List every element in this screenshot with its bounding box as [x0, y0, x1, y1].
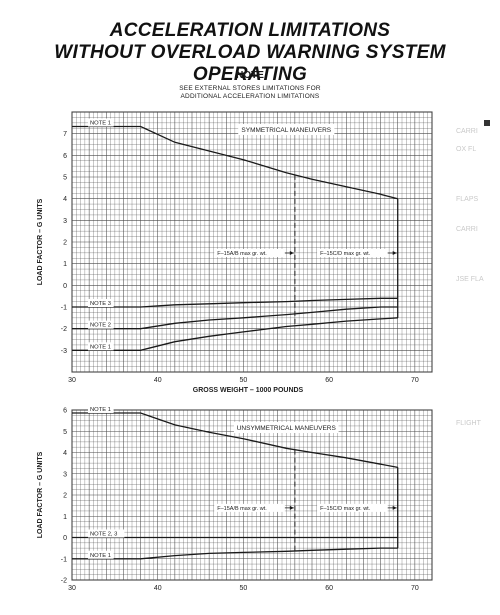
x-tick-label: 30	[68, 377, 76, 384]
y-tick-label: 0	[63, 535, 67, 542]
title-line-1: ACCELERATION LIMITATIONS	[109, 20, 391, 41]
series-line	[72, 306, 398, 330]
y-tick-label: 3	[63, 471, 67, 478]
series-line	[72, 297, 398, 308]
x-tick-label: 70	[411, 585, 419, 592]
marker-label-bg	[317, 249, 388, 257]
y-tick-label: 1	[63, 514, 67, 521]
arrow-head-icon	[289, 505, 294, 510]
series-label: NOTE 2, 3	[90, 532, 117, 538]
x-tick-label: 60	[325, 377, 333, 384]
bleed-text: OX FL	[456, 146, 477, 153]
y-tick-label: -1	[61, 556, 67, 563]
y-tick-label: 2	[63, 493, 67, 500]
note-heading: NOTE	[236, 70, 264, 81]
arrow-head-icon	[289, 251, 294, 255]
series-line	[72, 412, 398, 469]
y-axis-label: LOAD FACTOR – G UNITS	[37, 198, 44, 285]
bleed-text: FLIGHT	[456, 420, 481, 427]
chart-title-bg	[233, 422, 339, 433]
chart-symmetrical: -3 -2 -1 0 1 2 3 4 5 6 7 30 40 50 60 70 GROSS WEIGHT – 1…	[37, 111, 433, 394]
max-weight-label: F–15A/B max gr. wt.	[217, 506, 267, 512]
series-label-bg	[88, 299, 114, 307]
x-tick-label: 30	[68, 585, 76, 592]
x-axis-label: GROSS WEIGHT – 1000 POUNDS	[193, 387, 304, 394]
x-tick-label: 40	[154, 377, 162, 384]
y-tick-label: 5	[63, 429, 67, 436]
x-tick-label: 70	[411, 377, 419, 384]
bleed-text: CARRI	[456, 128, 478, 135]
marker-label-bg	[214, 503, 285, 512]
y-tick-label: 0	[63, 283, 67, 290]
series-label: NOTE 1	[90, 344, 111, 350]
y-tick-label: 2	[63, 240, 67, 247]
y-tick-label: 1	[63, 261, 67, 268]
note-line-1: SEE EXTERNAL STORES LIMITATIONS FOR	[179, 85, 321, 92]
series-label: NOTE 2	[90, 323, 111, 329]
series-line	[72, 125, 398, 200]
y-tick-label: 4	[63, 450, 67, 457]
bleed-text: CARRI	[456, 226, 478, 233]
marker-label-bg	[317, 503, 388, 512]
y-tick-label: -2	[61, 578, 67, 585]
x-tick-label: 50	[240, 377, 248, 384]
series-label-bg	[88, 342, 114, 351]
note-line-2: ADDITIONAL ACCELERATION LIMITATIONS	[180, 93, 320, 100]
series-label-bg	[88, 404, 114, 413]
series-label: NOTE 1	[90, 121, 111, 127]
max-weight-label: F–15C/D max gr. wt.	[320, 251, 371, 257]
series-label: NOTE 1	[90, 407, 111, 413]
series-label-bg	[88, 118, 114, 127]
chart-title: UNSYMMETRICAL MANEUVERS	[237, 425, 337, 432]
series-line	[72, 547, 398, 560]
x-tick-label: 50	[240, 585, 248, 592]
bleed-text: JSE FLA	[456, 276, 484, 283]
series-line	[72, 317, 398, 351]
series-label: NOTE 3	[90, 301, 111, 307]
x-tick-label: 40	[154, 585, 162, 592]
chart-title: SYMMETRICAL MANEUVERS	[241, 127, 331, 134]
chart-unsymmetrical: -2 -1 0 1 2 3 4 5 6 30 40 50 60 70 LOAD FACTOR – G UNI…	[37, 404, 433, 592]
y-tick-label: 5	[63, 175, 67, 182]
marker-label-bg	[214, 249, 285, 257]
series-label-bg	[88, 320, 114, 329]
series-label-bg	[88, 529, 125, 538]
margin-marker-icon	[484, 120, 490, 126]
arrow-head-icon	[392, 505, 397, 510]
max-weight-label: F–15C/D max gr. wt.	[320, 506, 371, 512]
y-tick-label: 4	[63, 196, 67, 203]
y-tick-label: -1	[61, 305, 67, 312]
chart-title-bg	[238, 124, 335, 135]
y-axis-label: LOAD FACTOR – G UNITS	[37, 451, 44, 538]
y-tick-label: 6	[63, 408, 67, 415]
x-tick-label: 60	[325, 585, 333, 592]
y-tick-label: -3	[61, 348, 67, 355]
title-line-2: WITHOUT OVERLOAD WARNING SYSTEM OPERATIN…	[54, 42, 446, 85]
bleed-text: FLAPS	[456, 196, 479, 203]
series-label-bg	[88, 550, 114, 559]
y-tick-label: 6	[63, 153, 67, 160]
y-tick-label: 7	[63, 131, 67, 138]
y-tick-label: -2	[61, 326, 67, 333]
max-weight-label: F–15A/B max gr. wt.	[217, 251, 267, 257]
y-tick-label: 3	[63, 218, 67, 225]
series-label: NOTE 1	[90, 553, 111, 559]
arrow-head-icon	[392, 251, 397, 255]
